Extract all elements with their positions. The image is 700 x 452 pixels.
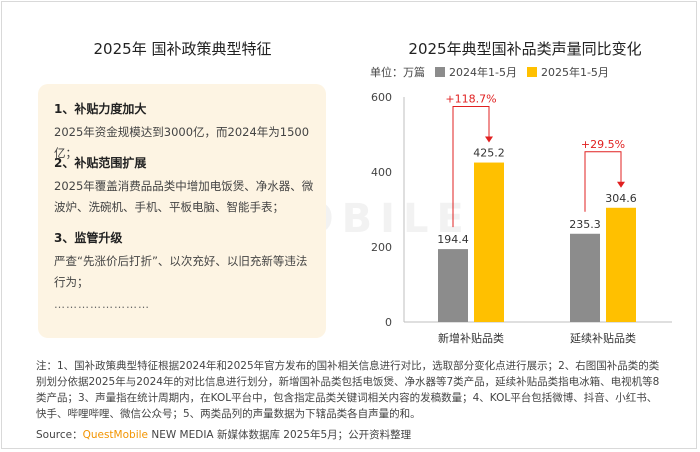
bar <box>570 233 600 322</box>
x-tick-label: 延续补贴品类 <box>570 331 636 345</box>
bar <box>474 162 504 322</box>
y-tick-label: 600 <box>371 91 392 104</box>
growth-arrow-line <box>452 106 490 228</box>
source-rest: NEW MEDIA 新媒体数据库 2025年5月；公开资料整理 <box>148 429 412 441</box>
legend-label-2024: 2024年1-5月 <box>449 66 517 79</box>
growth-arrow-head <box>485 136 493 143</box>
chart-title: 2025年典型国补品类声量同比变化 <box>408 40 642 58</box>
y-tick-label: 200 <box>371 241 392 254</box>
policy-title: 2025年 国补政策典型特征 <box>93 40 272 58</box>
policy-box: 1、补贴力度加大 2025年资金规模达到3000亿，而2024年为1500亿； … <box>38 84 326 338</box>
legend-swatch-2025 <box>526 67 537 77</box>
footnote: 注：1、国补政策典型特征根据2024年和2025年官方发布的国补相关信息进行对比… <box>36 360 660 420</box>
bar <box>606 207 636 322</box>
growth-arrow-head <box>617 181 625 188</box>
policy-text-1: 2025年资金规模达到3000亿，而2024年为1500亿； <box>54 125 310 160</box>
source-brand: QuestMobile <box>82 429 148 441</box>
chart-legend: 单位：万篇 2024年1-5月 2025年1-5月 <box>370 64 609 80</box>
y-tick-label: 0 <box>385 316 392 329</box>
data-label: 194.4 <box>437 233 469 246</box>
policy-text-2: 2025年覆盖消费品品类中增加电饭煲、净水器、微波炉、洗碗机、手机、平板电脑、智… <box>54 179 314 214</box>
data-label: 425.2 <box>473 147 505 160</box>
data-label: 235.3 <box>569 218 601 231</box>
policy-heading-3: 3、监管升级 <box>54 231 123 245</box>
x-tick-label: 新增补贴品类 <box>438 331 504 345</box>
bar <box>438 249 468 322</box>
policy-heading-2: 2、补贴范围扩展 <box>54 156 147 170</box>
source-prefix: Source： <box>36 429 83 441</box>
policy-ellipsis: …………………… <box>54 298 150 311</box>
policy-text-3: 严查“先涨价后打折”、以次充好、以旧充新等违法行为； <box>54 254 308 289</box>
legend-label-2025: 2025年1-5月 <box>540 66 609 79</box>
growth-arrow-line <box>584 151 622 212</box>
unit-label: 单位：万篇 <box>370 66 425 79</box>
growth-label: +29.5% <box>581 138 625 151</box>
data-label: 304.6 <box>605 192 637 205</box>
growth-label: +118.7% <box>445 93 496 106</box>
legend-swatch-2024 <box>435 67 445 77</box>
source-line: Source：QuestMobile NEW MEDIA 新媒体数据库 2025… <box>36 427 411 442</box>
policy-heading-1: 1、补贴力度加大 <box>54 102 147 116</box>
y-tick-label: 400 <box>371 166 392 179</box>
